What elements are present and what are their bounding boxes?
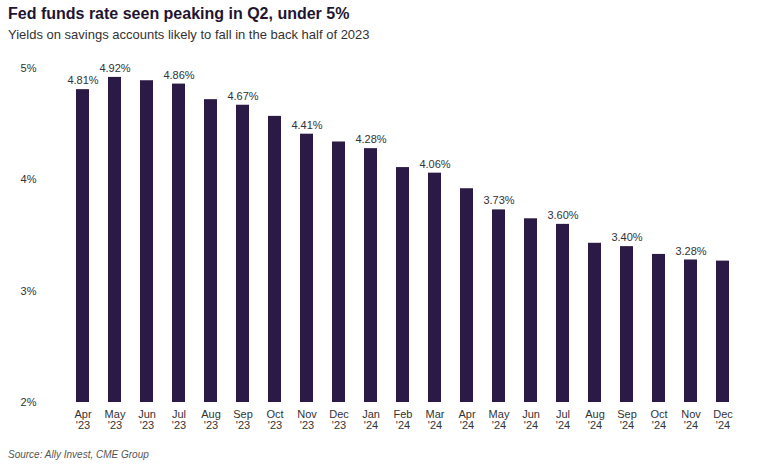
svg-text:3%: 3% — [21, 285, 37, 297]
svg-text:Nov'23: Nov'23 — [297, 408, 317, 431]
svg-text:Jun'23: Jun'23 — [138, 408, 156, 431]
svg-text:Apr'23: Apr'23 — [74, 408, 91, 431]
svg-text:4.06%: 4.06% — [419, 158, 450, 170]
svg-text:Jan'24: Jan'24 — [362, 408, 380, 431]
svg-text:4%: 4% — [21, 173, 37, 185]
svg-text:4.81%: 4.81% — [67, 74, 98, 86]
svg-text:Dec'23: Dec'23 — [329, 408, 349, 431]
svg-text:Oct'24: Oct'24 — [650, 408, 667, 431]
svg-text:Mar'24: Mar'24 — [426, 408, 445, 431]
svg-text:4.67%: 4.67% — [227, 90, 258, 102]
svg-text:May'24: May'24 — [489, 408, 510, 431]
svg-text:3.40%: 3.40% — [611, 231, 642, 243]
svg-text:4.92%: 4.92% — [99, 62, 130, 74]
html-text:Source: Ally Invest, CME Group: Source: Ally Invest, CME Group — [8, 449, 149, 460]
svg-text:Sep'24: Sep'24 — [617, 408, 637, 431]
html-text:Fed funds rate seen peaking in: Fed funds rate seen peaking in Q2, under… — [8, 5, 350, 22]
svg-text:Jun'24: Jun'24 — [522, 408, 540, 431]
svg-text:Dec'24: Dec'24 — [713, 408, 733, 431]
svg-text:Sep'23: Sep'23 — [233, 408, 253, 431]
svg-text:4.41%: 4.41% — [291, 119, 322, 131]
html-text:Yields on savings accounts lik: Yields on savings accounts likely to fal… — [8, 27, 370, 42]
svg-text:4.28%: 4.28% — [355, 133, 386, 145]
svg-text:3.60%: 3.60% — [547, 209, 578, 221]
svg-text:Jul'23: Jul'23 — [172, 408, 186, 431]
svg-text:3.28%: 3.28% — [675, 245, 706, 257]
svg-text:May'23: May'23 — [105, 408, 126, 431]
svg-text:Jul'24: Jul'24 — [556, 408, 570, 431]
svg-text:2%: 2% — [21, 396, 37, 408]
svg-text:3.73%: 3.73% — [483, 194, 514, 206]
svg-text:Nov'24: Nov'24 — [681, 408, 701, 431]
svg-text:Feb'24: Feb'24 — [394, 408, 413, 431]
svg-text:4.86%: 4.86% — [163, 69, 194, 81]
svg-text:Apr'24: Apr'24 — [458, 408, 475, 431]
svg-text:Aug'23: Aug'23 — [201, 408, 221, 431]
svg-text:Aug'24: Aug'24 — [585, 408, 605, 431]
svg-text:5%: 5% — [21, 62, 37, 74]
svg-text:Oct'23: Oct'23 — [266, 408, 283, 431]
